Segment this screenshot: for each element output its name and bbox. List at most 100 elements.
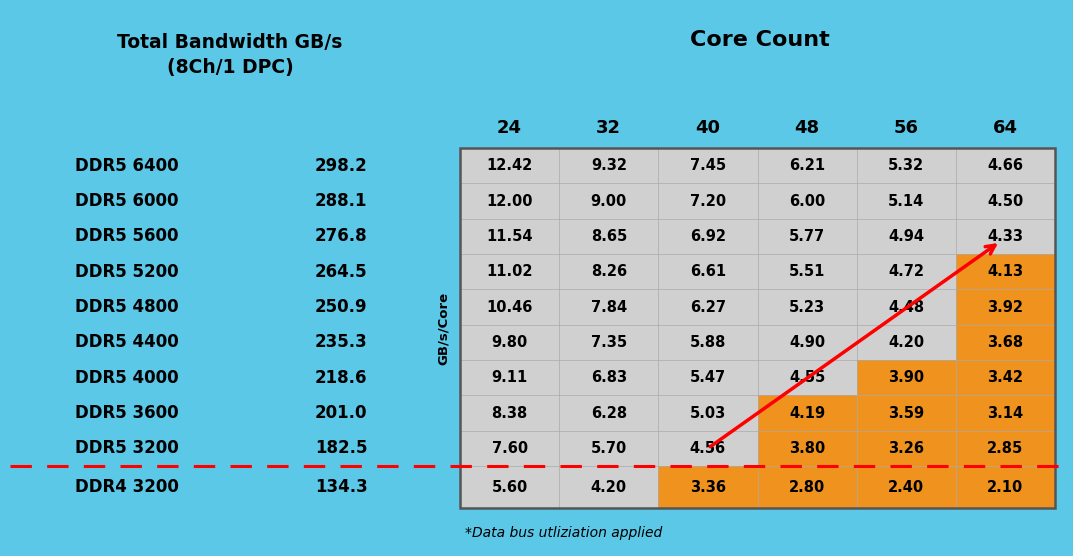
Text: 4.33: 4.33 (987, 229, 1024, 244)
Text: 9.32: 9.32 (591, 158, 627, 173)
Bar (559, 395, 659, 431)
Text: 5.77: 5.77 (789, 229, 825, 244)
Text: 10.46: 10.46 (486, 300, 533, 315)
Text: 3.14: 3.14 (987, 405, 1024, 420)
Bar (758, 183, 856, 219)
Text: 5.60: 5.60 (491, 479, 528, 494)
Text: 3.68: 3.68 (987, 335, 1024, 350)
Text: 2.40: 2.40 (888, 479, 924, 494)
Bar (758, 360, 856, 395)
Text: 235.3: 235.3 (315, 334, 368, 351)
Bar (856, 395, 956, 431)
Text: 32: 32 (597, 119, 621, 137)
Text: 4.13: 4.13 (987, 264, 1024, 279)
Bar (856, 466, 956, 508)
Bar (559, 219, 659, 254)
Bar (659, 325, 758, 360)
Text: 7.45: 7.45 (690, 158, 726, 173)
Text: 4.72: 4.72 (888, 264, 924, 279)
Text: 134.3: 134.3 (315, 478, 368, 496)
Bar (856, 325, 956, 360)
Text: 5.47: 5.47 (690, 370, 726, 385)
Bar (956, 466, 1055, 508)
Text: 11.02: 11.02 (486, 264, 533, 279)
Text: 7.84: 7.84 (591, 300, 627, 315)
Bar (956, 325, 1055, 360)
Text: DDR5 5600: DDR5 5600 (75, 227, 178, 245)
Text: 2.10: 2.10 (987, 479, 1024, 494)
Text: 3.80: 3.80 (789, 441, 825, 456)
Text: 182.5: 182.5 (315, 439, 367, 458)
Bar (460, 360, 559, 395)
Text: 4.94: 4.94 (888, 229, 924, 244)
Text: GB/s/Core: GB/s/Core (437, 291, 450, 365)
Text: 24: 24 (497, 119, 523, 137)
Text: 3.90: 3.90 (888, 370, 924, 385)
Text: DDR5 5200: DDR5 5200 (75, 262, 178, 281)
Bar (659, 466, 758, 508)
Bar (460, 183, 559, 219)
Text: 4.56: 4.56 (690, 441, 726, 456)
Text: 218.6: 218.6 (315, 369, 367, 386)
Text: DDR5 4400: DDR5 4400 (75, 334, 179, 351)
Bar (460, 431, 559, 466)
Text: 11.54: 11.54 (486, 229, 533, 244)
Bar (559, 254, 659, 289)
Text: DDR4 3200: DDR4 3200 (75, 478, 179, 496)
Bar (956, 148, 1055, 183)
Text: 9.80: 9.80 (491, 335, 528, 350)
Text: 48: 48 (794, 119, 820, 137)
Text: 3.36: 3.36 (690, 479, 726, 494)
Bar (659, 254, 758, 289)
Text: DDR5 3200: DDR5 3200 (75, 439, 179, 458)
Text: 64: 64 (993, 119, 1018, 137)
Bar (758, 148, 856, 183)
Text: 7.35: 7.35 (591, 335, 627, 350)
Bar (559, 148, 659, 183)
Bar (460, 325, 559, 360)
Text: 3.59: 3.59 (888, 405, 924, 420)
Bar (659, 219, 758, 254)
Text: 2.80: 2.80 (789, 479, 825, 494)
Text: 6.61: 6.61 (690, 264, 726, 279)
Text: 250.9: 250.9 (315, 298, 368, 316)
Bar (460, 395, 559, 431)
Text: 9.00: 9.00 (590, 193, 627, 208)
Bar (956, 219, 1055, 254)
Bar (956, 183, 1055, 219)
Text: 4.48: 4.48 (888, 300, 924, 315)
Bar (460, 148, 559, 183)
Text: 8.38: 8.38 (491, 405, 528, 420)
Text: 12.42: 12.42 (486, 158, 532, 173)
Bar (856, 289, 956, 325)
Bar (559, 360, 659, 395)
Text: 4.19: 4.19 (789, 405, 825, 420)
Text: Total Bandwidth GB/s
(8Ch/1 DPC): Total Bandwidth GB/s (8Ch/1 DPC) (117, 33, 342, 77)
Text: 5.32: 5.32 (888, 158, 924, 173)
Bar (856, 431, 956, 466)
Text: 6.83: 6.83 (591, 370, 627, 385)
Bar (856, 148, 956, 183)
Text: 4.50: 4.50 (987, 193, 1024, 208)
Bar (559, 183, 659, 219)
Bar (758, 325, 856, 360)
Bar (559, 466, 659, 508)
Text: 5.14: 5.14 (888, 193, 924, 208)
Bar (559, 325, 659, 360)
Bar (460, 219, 559, 254)
Bar (758, 254, 856, 289)
Text: 3.92: 3.92 (987, 300, 1024, 315)
Text: DDR5 6400: DDR5 6400 (75, 157, 178, 175)
Bar (856, 254, 956, 289)
Text: 201.0: 201.0 (315, 404, 367, 422)
Bar (460, 148, 1055, 508)
Text: 276.8: 276.8 (315, 227, 368, 245)
Text: 12.00: 12.00 (486, 193, 533, 208)
Bar (956, 360, 1055, 395)
Text: 5.88: 5.88 (690, 335, 726, 350)
Text: 3.26: 3.26 (888, 441, 924, 456)
Text: 4.90: 4.90 (789, 335, 825, 350)
Text: 288.1: 288.1 (315, 192, 367, 210)
Text: 6.21: 6.21 (789, 158, 825, 173)
Text: 3.42: 3.42 (987, 370, 1024, 385)
